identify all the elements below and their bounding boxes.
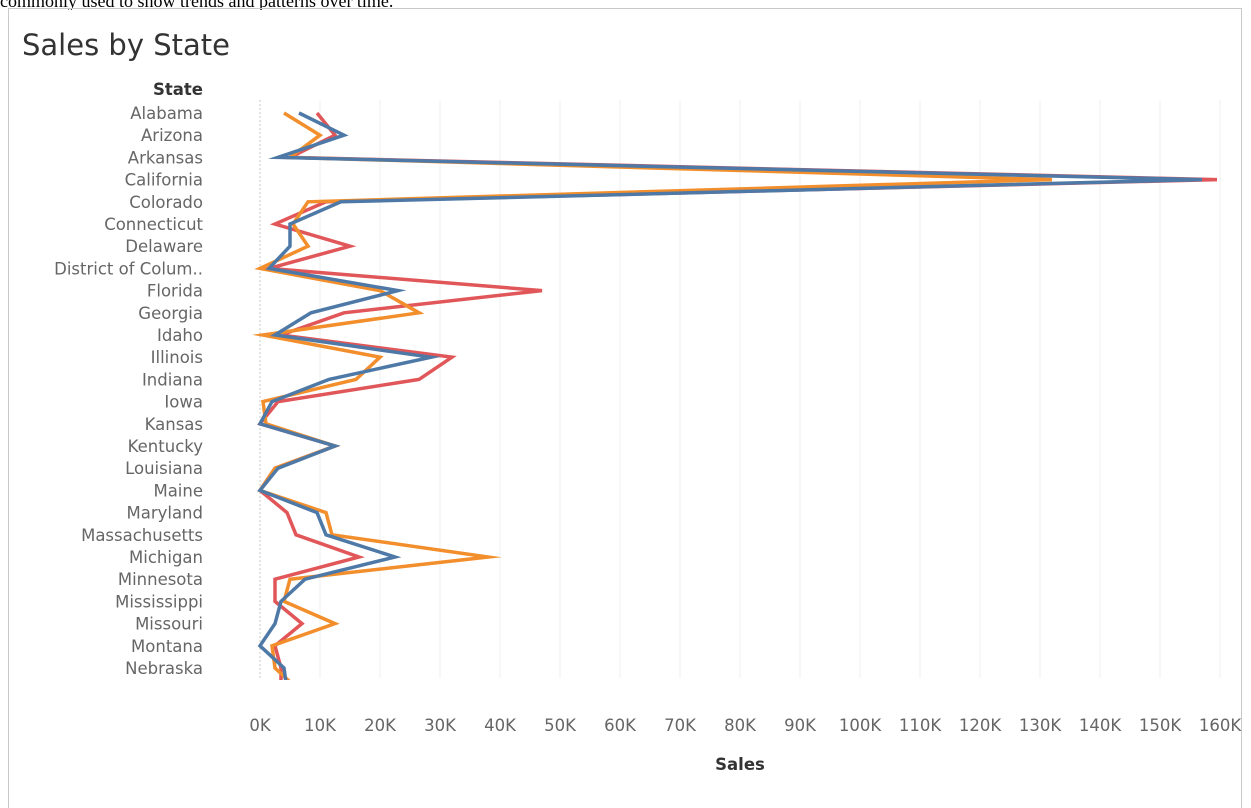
state-label: Maine xyxy=(153,481,203,500)
state-labels: Alabama Arizona Arkansas California Colorado… xyxy=(54,104,204,722)
state-label: Nebraska xyxy=(125,659,203,678)
x-tick-label: 40K xyxy=(484,716,517,735)
state-label: Idaho xyxy=(157,326,203,345)
chart-title: Sales by State xyxy=(22,28,230,62)
x-tick-label: 0K xyxy=(249,716,271,735)
state-label: Michigan xyxy=(129,548,203,567)
x-tick-label: 110K xyxy=(899,716,942,735)
state-label: New Hampshire xyxy=(72,703,203,722)
x-tick-label: 80K xyxy=(724,716,757,735)
state-label: Maryland xyxy=(126,504,203,523)
x-tick-label: 60K xyxy=(604,716,637,735)
x-tick-label: 90K xyxy=(784,716,817,735)
x-tick-label: 140K xyxy=(1079,716,1122,735)
state-label: Arkansas xyxy=(128,148,203,167)
state-label: Nevada xyxy=(140,681,203,700)
x-tick-label: 130K xyxy=(1019,716,1062,735)
state-label: Iowa xyxy=(164,393,203,412)
state-label: California xyxy=(125,171,203,190)
state-label: Montana xyxy=(131,637,203,656)
x-tick-label: 30K xyxy=(424,716,457,735)
state-label: Illinois xyxy=(151,348,203,367)
series-line-3[interactable] xyxy=(257,111,1203,712)
x-tick-label: 100K xyxy=(839,716,882,735)
state-label: Alabama xyxy=(130,104,203,123)
state-label: Delaware xyxy=(125,237,203,256)
state-label: Mississippi xyxy=(115,592,203,611)
state-label: Missouri xyxy=(135,615,203,634)
page-caption: commonly used to show trends and pattern… xyxy=(0,0,394,10)
grid-lines xyxy=(259,100,1221,678)
x-tick-label: 50K xyxy=(544,716,577,735)
series-line-2[interactable] xyxy=(252,111,1053,712)
x-tick-label: 150K xyxy=(1139,716,1182,735)
x-axis-title: Sales xyxy=(715,755,765,774)
state-label: Indiana xyxy=(142,370,203,389)
state-label: Kentucky xyxy=(128,437,204,456)
x-axis-ticks: 0K 10K 20K 30K 40K 50K 60K 70K 80K 90K 100K 110K 120… xyxy=(249,716,1242,735)
row-header: State xyxy=(153,80,203,99)
state-label: Minnesota xyxy=(118,570,203,589)
series-lines xyxy=(252,111,1218,712)
state-label: Kansas xyxy=(145,415,203,434)
chart-frame xyxy=(8,8,1242,808)
state-label: Colorado xyxy=(129,193,203,212)
state-label: Georgia xyxy=(138,304,203,323)
state-label: Louisiana xyxy=(125,459,203,478)
x-tick-label: 20K xyxy=(364,716,397,735)
x-tick-label: 160K xyxy=(1199,716,1242,735)
x-tick-label: 120K xyxy=(959,716,1002,735)
state-label: Arizona xyxy=(141,126,203,145)
state-label: Massachusetts xyxy=(81,526,203,545)
x-tick-label: 10K xyxy=(304,716,337,735)
series-line-1[interactable] xyxy=(256,111,1218,712)
state-label: Connecticut xyxy=(104,215,203,234)
state-label: Florida xyxy=(147,282,203,301)
state-label: District of Colum.. xyxy=(54,259,203,278)
x-tick-label: 70K xyxy=(664,716,697,735)
